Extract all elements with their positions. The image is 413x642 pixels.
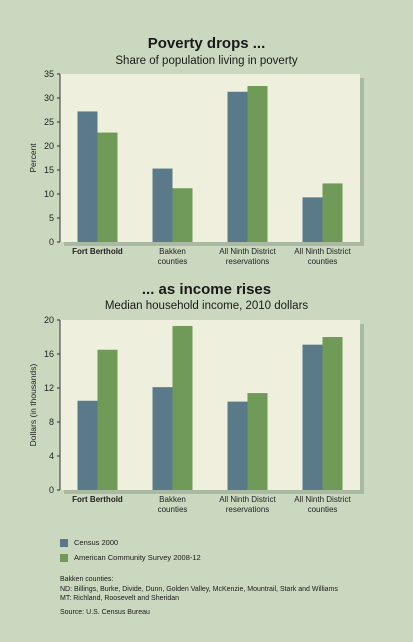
poverty-bar-acs-0	[97, 132, 118, 242]
poverty-y-tick-label-3: 15	[44, 165, 54, 175]
poverty-y-tick-label-0: 0	[49, 237, 54, 247]
income-category-label-1-0: Bakken	[159, 495, 186, 504]
poverty-bar-census-0	[77, 111, 98, 242]
poverty-y-tick-label-1: 5	[49, 213, 54, 223]
poverty-y-tick-label-5: 25	[44, 117, 54, 127]
income-bar-acs-1	[172, 325, 193, 490]
bakken-nd: ND: Billings, Burke, Divide, Dunn, Golde…	[60, 585, 338, 593]
poverty-category-label-3-1: counties	[308, 257, 338, 266]
poverty-category-label-1-1: counties	[158, 257, 188, 266]
chart-2-title: ... as income rises	[141, 281, 272, 298]
poverty-category-label-0-0: Fort Berthold	[72, 247, 123, 256]
income-y-axis-label: Dollars (in thousands)	[28, 363, 38, 446]
income-category-label-3-1: counties	[308, 505, 338, 514]
income-bar-census-2	[227, 401, 248, 490]
income-y-tick-label-4: 16	[44, 349, 54, 359]
legend-swatch-acs	[60, 553, 68, 562]
income-y-tick-label-0: 0	[49, 485, 54, 495]
chart-2-subtitle: Median household income, 2010 dollars	[104, 300, 309, 312]
income-y-tick-label-2: 8	[49, 417, 54, 427]
poverty-y-tick-label-4: 20	[44, 141, 54, 151]
poverty-category-label-2-1: reservations	[226, 257, 270, 266]
poverty-bar-census-3	[302, 197, 323, 242]
poverty-bar-census-1	[152, 168, 173, 242]
poverty-bar-acs-3	[322, 183, 343, 242]
footnotes: Bakken counties: ND: Billings, Burke, Di…	[60, 575, 400, 617]
income-bar-census-3	[302, 344, 323, 490]
income-category-label-1-1: counties	[158, 505, 188, 514]
poverty-y-tick-label-2: 10	[44, 189, 54, 199]
poverty-chart: 0 5 10 15 20 25 30 35 Percent Fort Berthold Bakken…	[28, 69, 364, 266]
poverty-y-tick-label-7: 35	[44, 69, 54, 79]
income-category-label-3-0: All Ninth District	[294, 495, 351, 504]
poverty-bar-acs-2	[247, 86, 268, 242]
income-category-label-0-0: Fort Berthold	[72, 495, 123, 504]
poverty-y-tick-label-6: 30	[44, 93, 54, 103]
source-note: Source: U.S. Census Bureau	[60, 608, 150, 616]
income-category-label-2-1: reservations	[226, 505, 270, 514]
income-bar-acs-3	[322, 337, 343, 490]
income-y-tick-label-1: 4	[49, 451, 54, 461]
income-bar-census-0	[77, 400, 98, 490]
legend-label-census: Census 2000	[74, 538, 119, 547]
bakken-heading: Bakken counties:	[60, 576, 114, 583]
legend-swatch-census	[60, 538, 68, 547]
income-bar-acs-2	[247, 393, 268, 490]
bakken-mt: MT: Richland, Roosevelt and Sheridan	[60, 595, 180, 602]
poverty-bar-census-2	[227, 91, 248, 242]
income-bar-acs-0	[97, 349, 118, 490]
income-category-label-2-0: All Ninth District	[219, 495, 276, 504]
chart-1-subtitle: Share of population living in poverty	[115, 55, 298, 67]
poverty-bar-acs-1	[172, 188, 193, 242]
poverty-y-axis-label: Percent	[28, 143, 38, 173]
income-y-tick-label-5: 20	[44, 315, 54, 325]
income-chart: 0 4 8 12 16 20 Dollars (in thousands) Fort Bert…	[28, 315, 364, 514]
legend-label-acs: American Community Survey 2008-12	[74, 553, 201, 562]
poverty-category-label-3-0: All Ninth District	[294, 247, 351, 256]
income-y-tick-label-3: 12	[44, 383, 54, 393]
chart-1-title: Poverty drops ...	[147, 35, 266, 52]
legend: Census 2000 American Community Survey 20…	[60, 538, 201, 568]
income-bar-census-1	[152, 387, 173, 490]
legend-item-acs: American Community Survey 2008-12	[60, 553, 201, 562]
legend-item-census: Census 2000	[60, 538, 201, 547]
poverty-category-label-2-0: All Ninth District	[219, 247, 276, 256]
poverty-category-label-1-0: Bakken	[159, 247, 186, 256]
